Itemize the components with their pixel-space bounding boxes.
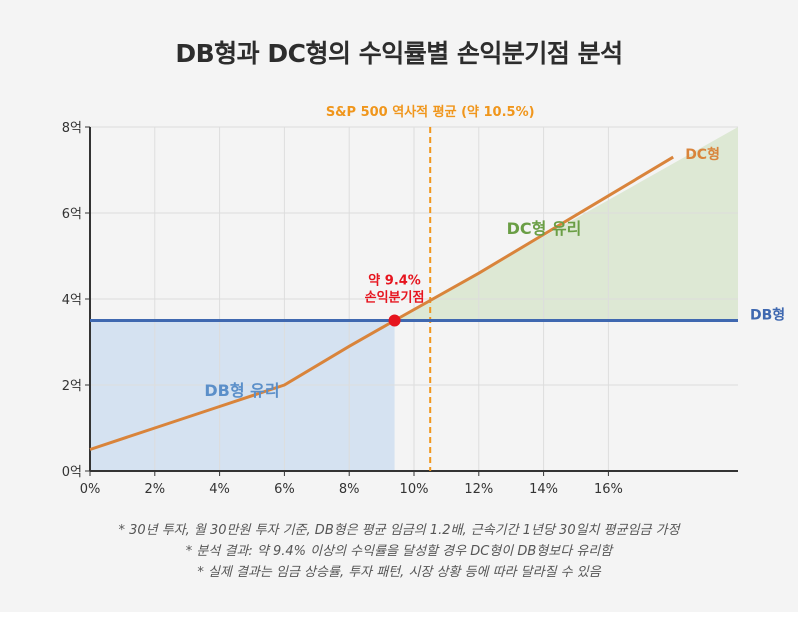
x-tick-label: 0% <box>80 482 101 497</box>
x-tick-label: 6% <box>274 482 295 497</box>
db-advantage-label: DB형 유리 <box>204 381 279 400</box>
x-tick-label: 4% <box>209 482 230 497</box>
footnote-3: * 실제 결과는 임금 상승률, 투자 패턴, 시장 상황 등에 따라 달라질 … <box>197 565 601 580</box>
db-advantage-region <box>90 320 395 471</box>
dc-series-label: DC형 <box>685 146 720 163</box>
x-tick-label: 12% <box>464 482 493 497</box>
breakeven-point <box>388 314 401 327</box>
x-tick-label: 16% <box>594 482 623 497</box>
breakeven-label-rate: 약 9.4% <box>368 273 421 289</box>
x-tick-label: 14% <box>529 482 558 497</box>
y-tick-label: 8억 <box>62 121 82 136</box>
y-tick-label: 6억 <box>62 207 82 222</box>
sp500-reference-label: S&P 500 역사적 평균 (약 10.5%) <box>326 104 535 120</box>
x-tick-label: 2% <box>144 482 165 497</box>
breakeven-label-text: 손익분기점 <box>365 290 425 306</box>
dc-advantage-label: DC형 유리 <box>507 219 582 238</box>
dc-advantage-region <box>394 127 738 321</box>
y-tick-label: 0억 <box>62 465 82 480</box>
x-tick-label: 8% <box>339 482 360 497</box>
chart-title: DB형과 DC형의 수익률별 손익분기점 분석 <box>175 39 623 68</box>
y-tick-label: 2억 <box>62 379 82 394</box>
x-tick-label: 10% <box>400 482 429 497</box>
dc-series-line <box>89 155 674 451</box>
footnote-1: * 30년 투자, 월 30만원 투자 기준, DB형은 평균 임금의 1.2배… <box>118 523 680 538</box>
footnote-2: * 분석 결과: 약 9.4% 이상의 수익률을 달성할 경우 DC형이 DB형… <box>185 544 613 559</box>
db-series-label: DB형 <box>750 307 785 324</box>
y-tick-label: 4억 <box>62 293 82 308</box>
footnotes: * 30년 투자, 월 30만원 투자 기준, DB형은 평균 임금의 1.2배… <box>0 520 798 583</box>
